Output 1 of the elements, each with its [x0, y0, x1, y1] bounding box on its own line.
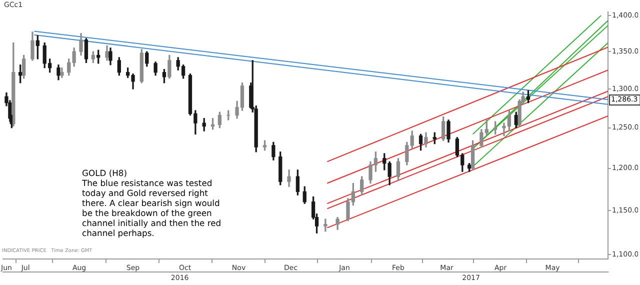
- annotation: GOLD (H8) The blue resistance was tested today and Gold reversed right there. A clear bearish sign would be the breakdown of the green channel initially and then the red channel perhaps.: [82, 168, 222, 238]
